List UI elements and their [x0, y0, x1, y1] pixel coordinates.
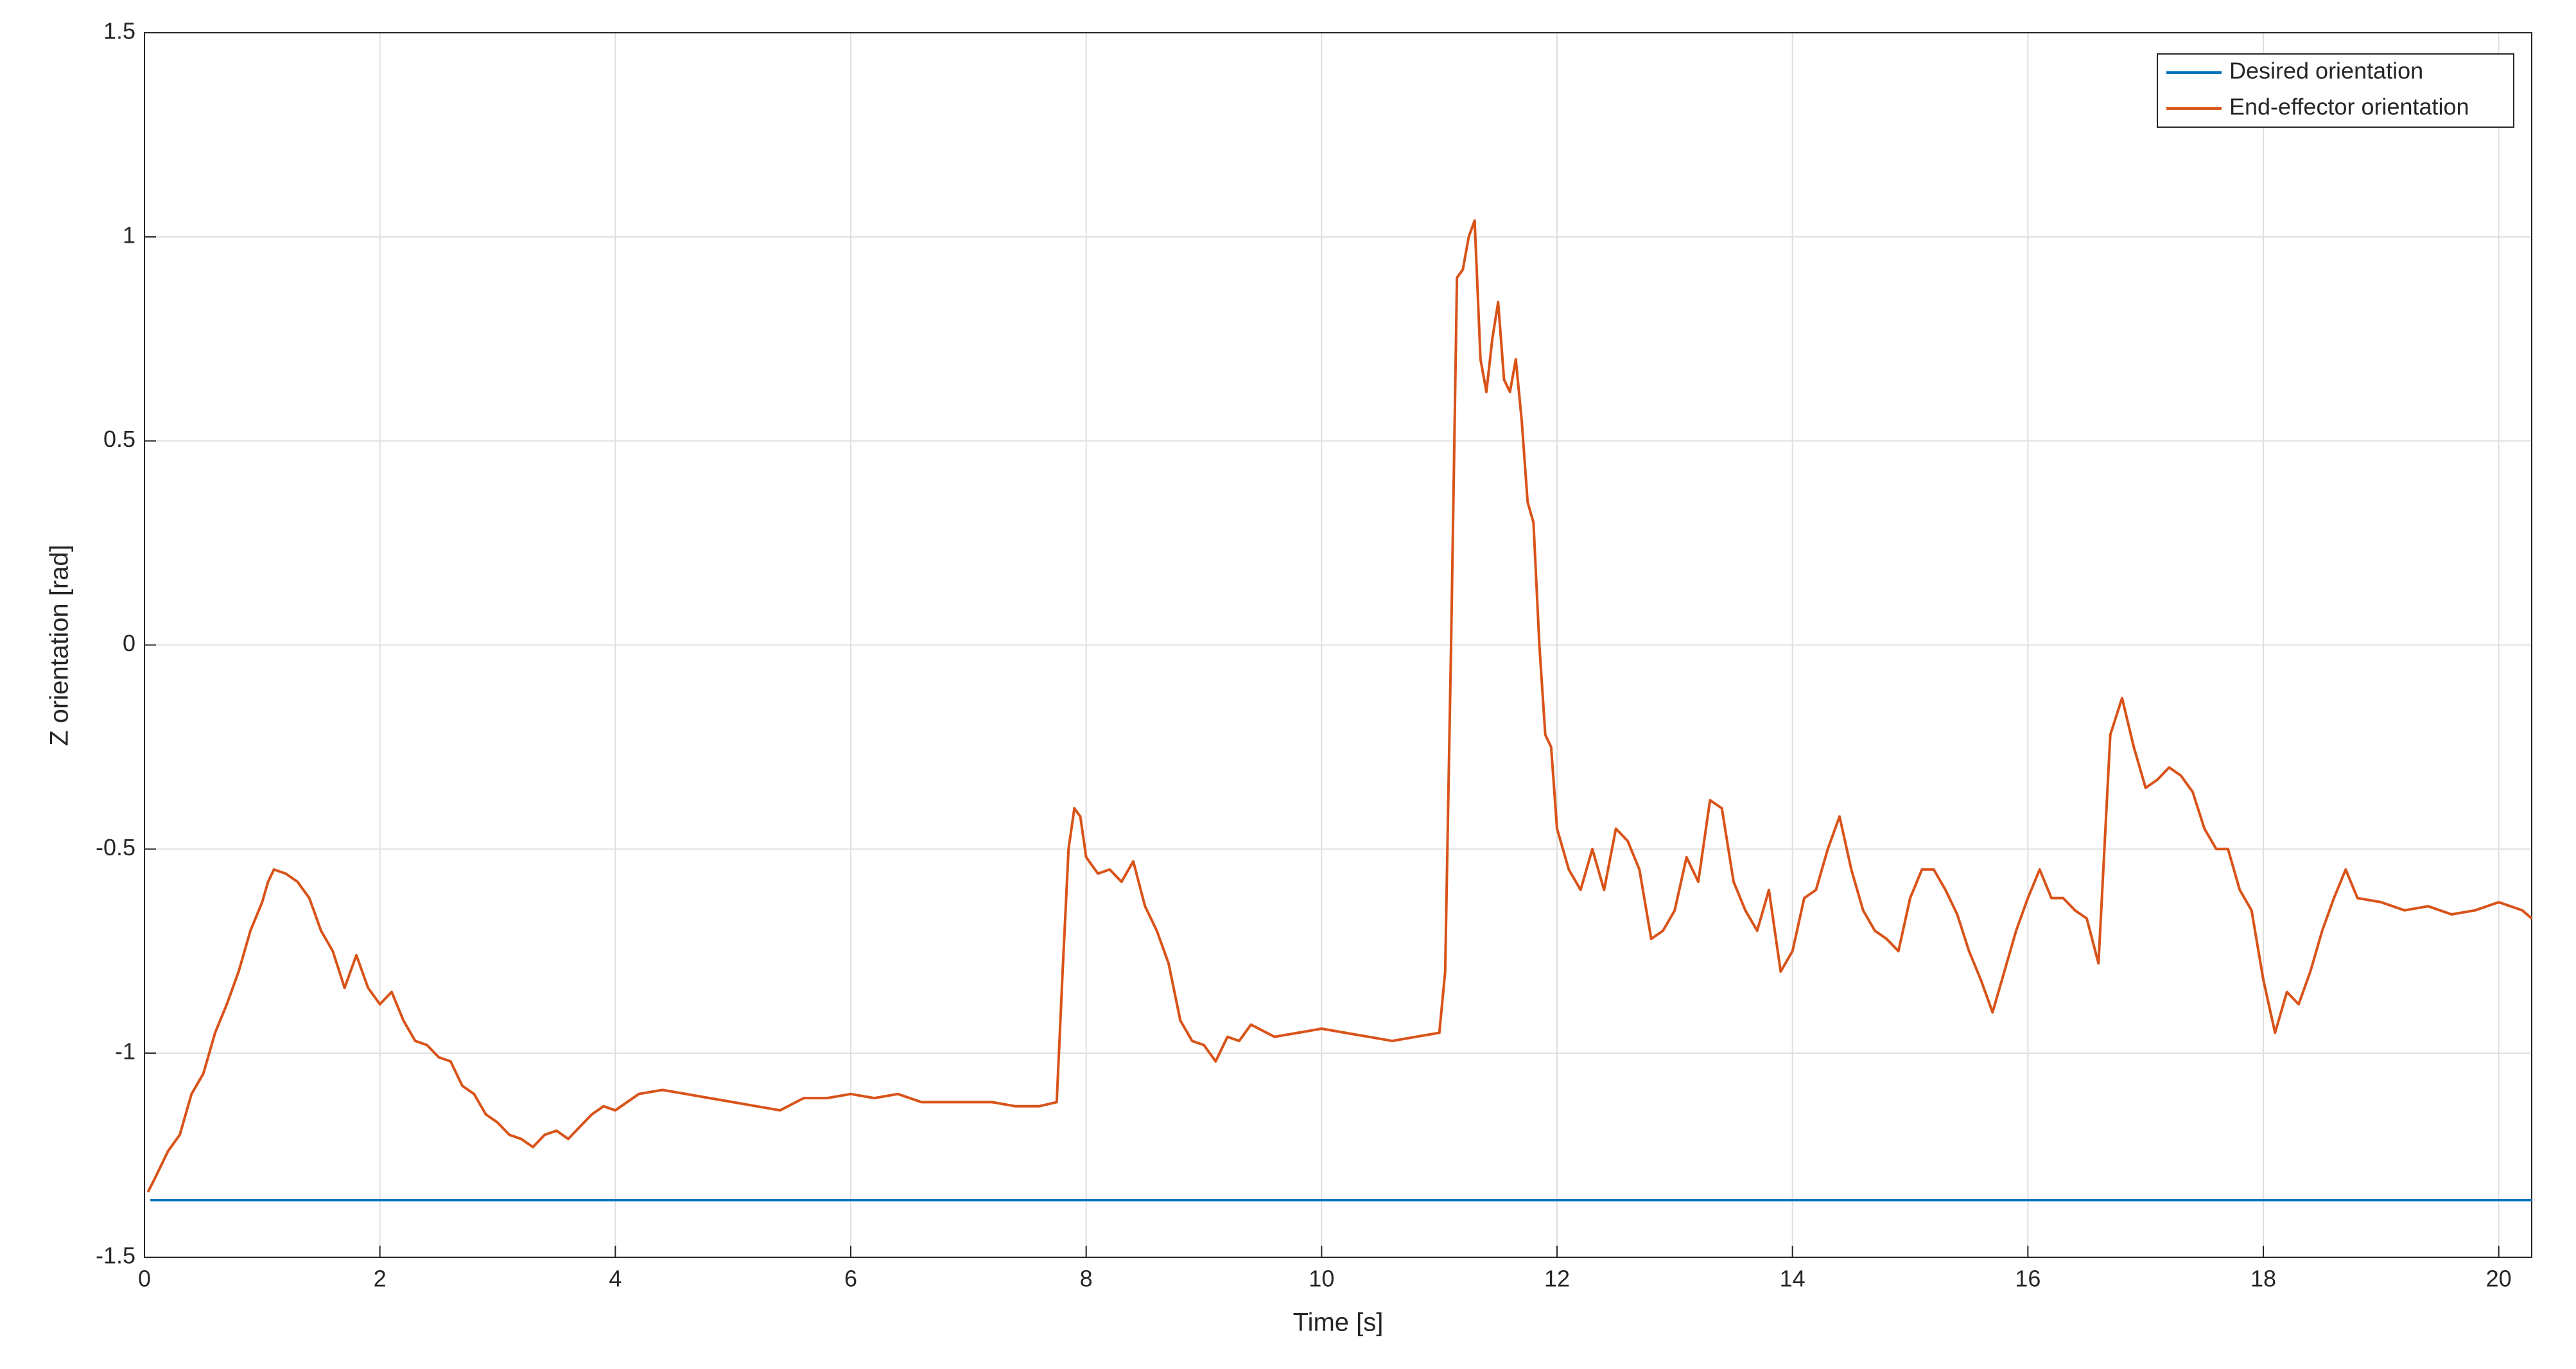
x-tick-label: 8 [1080, 1266, 1093, 1292]
y-tick-label: -1 [115, 1038, 135, 1065]
x-tick-label: 16 [2015, 1266, 2041, 1292]
y-tick-label: -0.5 [96, 834, 135, 860]
x-tick-label: 4 [609, 1266, 622, 1292]
x-tick-label: 20 [2486, 1266, 2512, 1292]
x-tick-label: 0 [138, 1266, 151, 1292]
series-line [146, 219, 2533, 1193]
x-tick-label: 6 [844, 1266, 857, 1292]
x-tick-label: 14 [1780, 1266, 1806, 1292]
y-tick-label: 0 [123, 630, 135, 656]
y-tick-label: -1.5 [96, 1243, 135, 1269]
y-tick-label: 1 [123, 222, 135, 248]
y-tick-label: 0.5 [103, 426, 135, 452]
x-tick-label: 18 [2250, 1266, 2276, 1292]
legend-label: End-effector orientation [2229, 94, 2469, 120]
legend-box [2157, 53, 2514, 128]
legend-label: Desired orientation [2229, 58, 2423, 84]
y-tick-label: 1.5 [103, 18, 135, 44]
y-axis-label: Z orientation [rad] [46, 545, 74, 746]
plot-frame [144, 32, 2532, 1258]
legend: Desired orientation End-effector orientat… [2157, 53, 2514, 128]
x-tick-label: 12 [1544, 1266, 1570, 1292]
x-axis-label: Time [s] [1293, 1309, 1384, 1337]
x-tick-label: 10 [1309, 1266, 1334, 1292]
x-tick-label: 2 [374, 1266, 387, 1292]
